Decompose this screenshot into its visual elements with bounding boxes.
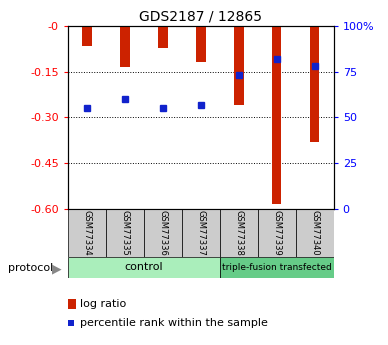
Bar: [220, 257, 334, 278]
Text: protocol: protocol: [8, 264, 53, 273]
Bar: [158, 26, 168, 48]
Bar: [220, 209, 258, 257]
Bar: [120, 26, 130, 67]
Title: GDS2187 / 12865: GDS2187 / 12865: [139, 9, 262, 23]
Bar: [258, 209, 296, 257]
Bar: [296, 209, 334, 257]
Text: GSM77335: GSM77335: [120, 210, 129, 256]
Text: percentile rank within the sample: percentile rank within the sample: [80, 318, 267, 328]
Text: GSM77339: GSM77339: [272, 210, 281, 256]
Bar: [310, 26, 319, 142]
Bar: [68, 209, 106, 257]
Bar: [144, 209, 182, 257]
Text: GSM77338: GSM77338: [234, 210, 243, 256]
Text: ▶: ▶: [52, 262, 62, 275]
Text: triple-fusion transfected: triple-fusion transfected: [222, 263, 332, 272]
Bar: [182, 209, 220, 257]
Text: GSM77340: GSM77340: [310, 210, 319, 256]
Bar: [68, 257, 220, 278]
Text: control: control: [125, 263, 163, 272]
Bar: [82, 26, 92, 46]
Bar: [196, 26, 206, 62]
Bar: [234, 26, 244, 105]
Text: log ratio: log ratio: [80, 299, 126, 309]
Text: GSM77336: GSM77336: [158, 210, 167, 256]
Text: GSM77334: GSM77334: [82, 210, 92, 256]
Bar: [106, 209, 144, 257]
Bar: [272, 26, 281, 204]
Text: GSM77337: GSM77337: [196, 210, 205, 256]
